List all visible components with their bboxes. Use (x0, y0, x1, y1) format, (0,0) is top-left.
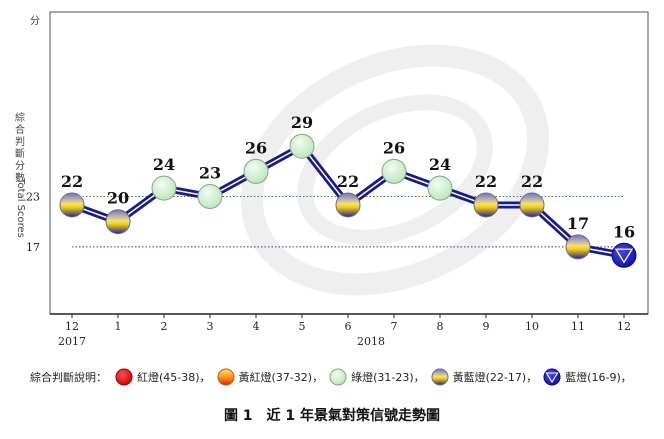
signal-marker-green (197, 184, 223, 210)
data-label: 24 (153, 155, 175, 174)
signal-marker-yellow-blue (519, 192, 545, 218)
x-tick-label: 11 (571, 320, 585, 333)
y-axis-label-cn: 綜合判斷分數 (13, 111, 25, 184)
data-label: 26 (245, 138, 267, 157)
data-label: 20 (107, 189, 129, 208)
data-label: 17 (567, 214, 589, 233)
x-tick-label: 7 (391, 320, 398, 333)
x-tick-label: 3 (207, 320, 214, 333)
x-tick-label: 1 (115, 320, 122, 333)
data-label: 22 (337, 172, 359, 191)
green-signal-icon (329, 368, 347, 386)
data-label: 29 (291, 113, 313, 132)
data-label: 16 (613, 222, 635, 241)
signal-marker-yellow-blue (473, 192, 499, 218)
y-tick-label: 23 (26, 191, 40, 204)
signal-marker-yellow-blue (105, 209, 131, 235)
data-labels: 22 20 24 23 26 29 22 26 24 22 22 17 16 (61, 113, 635, 241)
legend-item-label: 黃藍燈(22-17)， (452, 371, 538, 384)
legend-item-yellow-blue: 黃藍燈(22-17)， (431, 368, 538, 386)
yellow-red-signal-icon (217, 368, 235, 386)
legend-item-red: 紅燈(45-38)， (115, 368, 211, 386)
legend-item-blue: 藍燈(16-9)， (543, 368, 632, 386)
year-label: 2018 (357, 335, 385, 348)
legend-item-green: 綠燈(31-23)， (329, 368, 425, 386)
x-tick-label: 10 (525, 320, 539, 333)
x-tick-label: 12 (65, 320, 79, 333)
data-label: 26 (383, 138, 405, 157)
legend-items: 紅燈(45-38)， 黃紅燈(37-32)， 綠燈(31-23)， 黃藍燈(22-17… (115, 368, 638, 386)
data-label: 23 (199, 164, 221, 183)
signal-marker-blue (611, 242, 637, 268)
series-markers (59, 133, 637, 268)
data-label: 22 (61, 172, 83, 191)
year-labels: 2017 2018 (58, 335, 385, 348)
legend-item-label: 綠燈(31-23)， (351, 371, 425, 384)
y-axis-label-en: Total Scores (15, 177, 26, 238)
legend-item-label: 紅燈(45-38)， (137, 371, 211, 384)
x-ticks: 12 1 2 3 4 5 6 7 8 9 10 11 12 (65, 314, 631, 333)
x-tick-label: 5 (299, 320, 306, 333)
x-tick-label: 12 (617, 320, 631, 333)
legend-item-label: 藍燈(16-9)， (565, 371, 632, 384)
blue-signal-icon (543, 368, 561, 386)
year-label: 2017 (58, 335, 86, 348)
signal-marker-green (289, 133, 315, 159)
legend-title: 綜合判斷說明： (30, 371, 107, 384)
legend-item-label: 黃紅燈(37-32)， (238, 371, 324, 384)
x-tick-label: 4 (253, 320, 260, 333)
x-tick-label: 9 (483, 320, 490, 333)
y-axis-unit: 分 (30, 15, 40, 27)
signal-marker-yellow-blue (565, 234, 591, 260)
x-tick-label: 2 (161, 320, 168, 333)
y-tick-label: 17 (26, 241, 40, 254)
watermark-logo (240, 44, 550, 296)
blue-signal-triangle (614, 248, 634, 264)
red-signal-icon (115, 368, 133, 386)
legend-item-yellow-red: 黃紅燈(37-32)， (217, 368, 324, 386)
data-label: 24 (429, 155, 451, 174)
x-tick-label: 8 (437, 320, 444, 333)
signal-legend: 綜合判斷說明： 紅燈(45-38)， 黃紅燈(37-32)， 綠燈(31-23)， 黃… (30, 366, 660, 388)
data-label: 22 (521, 172, 543, 191)
signal-marker-yellow-blue (335, 192, 361, 218)
data-label: 22 (475, 172, 497, 191)
signal-marker-green (151, 175, 177, 201)
signal-marker-yellow-blue (59, 192, 85, 218)
signal-marker-green (427, 175, 453, 201)
chart-title: 圖 1 近 1 年景氣對策信號走勢圖 (223, 408, 441, 424)
signal-marker-green (243, 158, 269, 184)
x-tick-label: 6 (345, 320, 352, 333)
plot-frame (49, 11, 649, 315)
yellow-blue-signal-icon (431, 368, 449, 386)
signal-marker-green (381, 158, 407, 184)
